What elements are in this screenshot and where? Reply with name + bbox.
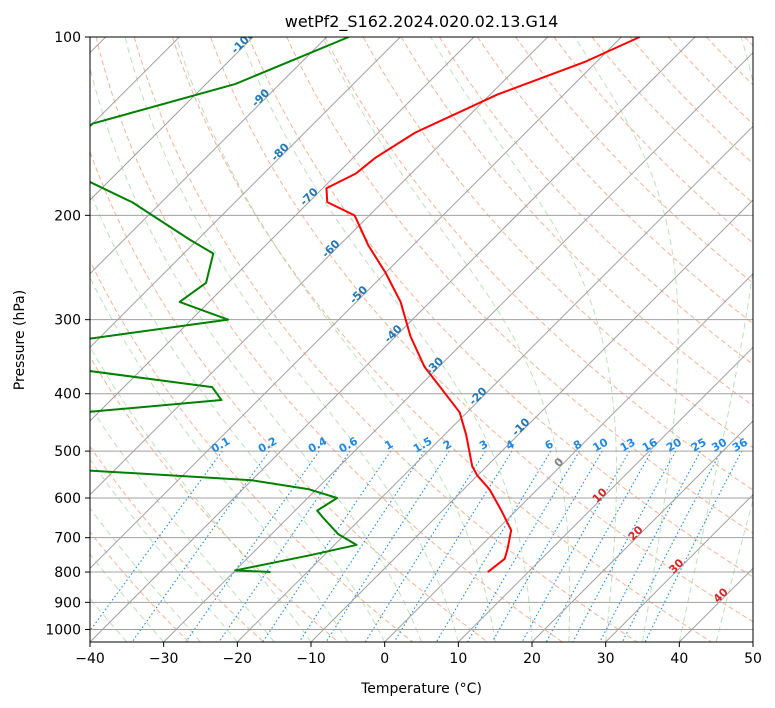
plot-frame bbox=[89, 36, 754, 643]
mixing-ratio-line bbox=[435, 450, 552, 642]
mixing-ratio-line bbox=[131, 450, 270, 642]
mixing-ratio-line bbox=[467, 450, 580, 642]
isotherm-line bbox=[90, 37, 696, 642]
moist-adiabat-line bbox=[715, 498, 753, 642]
temperature-profile-line bbox=[325, 37, 641, 573]
profile-series bbox=[90, 37, 641, 574]
dry-adiabat-line bbox=[90, 356, 339, 642]
isotherm-line bbox=[90, 37, 401, 349]
isotherm-line bbox=[90, 37, 254, 201]
y-tick-label: 300 bbox=[54, 313, 81, 329]
dry-adiabat-line bbox=[400, 37, 753, 407]
y-tick-label: 400 bbox=[54, 387, 81, 403]
dry-adiabat-line bbox=[286, 37, 753, 534]
y-axis-ticks: 100 200 300 400 500 600 700 800 900 1000 bbox=[45, 30, 90, 638]
moist-adiabat-line bbox=[322, 37, 571, 642]
isotherm-line bbox=[90, 37, 549, 496]
x-tick-label: −40 bbox=[75, 651, 105, 667]
isotherm-line bbox=[90, 37, 622, 570]
dry-adiabat-line bbox=[210, 37, 753, 623]
x-tick-label: 0 bbox=[380, 651, 389, 667]
moist-adiabat-line bbox=[90, 66, 422, 642]
x-axis-ticks: −40 −30 −20 −10 0 10 20 30 40 50 bbox=[75, 642, 762, 667]
mixing-ratio-line bbox=[599, 450, 702, 642]
mixing-ratio-line bbox=[621, 450, 722, 642]
isotherm-line bbox=[90, 37, 328, 275]
moist-adiabats bbox=[90, 37, 753, 642]
moist-adiabat-line bbox=[574, 37, 679, 642]
chart-title: wetPf2_S162.2024.020.02.13.G14 bbox=[285, 12, 559, 32]
moist-adiabat-line bbox=[175, 37, 496, 642]
mixing-ratio-line bbox=[572, 450, 677, 642]
isotherm-line bbox=[236, 125, 753, 642]
dry-adiabat-line bbox=[171, 37, 712, 642]
y-axis-label: Pressure (hPa) bbox=[12, 290, 28, 390]
isotherm-line bbox=[457, 346, 753, 642]
isotherm-line bbox=[163, 51, 753, 642]
y-tick-label: 100 bbox=[54, 30, 81, 46]
x-tick-label: −20 bbox=[223, 651, 253, 667]
x-tick-label: 30 bbox=[597, 651, 615, 667]
dry-adiabat-line bbox=[90, 259, 414, 642]
y-tick-label: 1000 bbox=[45, 622, 81, 638]
dry-adiabat-line bbox=[553, 37, 753, 244]
isotherm-line bbox=[310, 199, 753, 642]
mixing-ratio-line bbox=[545, 450, 653, 642]
dry-adiabat-line bbox=[324, 37, 753, 491]
mixing-ratio-line bbox=[491, 450, 603, 642]
moist-adiabat-line bbox=[90, 458, 238, 642]
x-tick-label: 50 bbox=[744, 651, 762, 667]
mixing-ratio-line bbox=[521, 450, 630, 642]
mixing-ratio-line bbox=[185, 450, 320, 642]
x-tick-label: 20 bbox=[523, 651, 541, 667]
dry-adiabat-line bbox=[629, 37, 753, 165]
isotherm-gridlines bbox=[90, 37, 753, 642]
dry-adiabat-line bbox=[248, 37, 753, 578]
isotherm-line bbox=[531, 420, 753, 642]
dry-adiabat-line bbox=[95, 37, 563, 642]
y-tick-label: 200 bbox=[54, 208, 81, 224]
x-tick-label: 40 bbox=[670, 651, 688, 667]
dry-adiabat-line bbox=[439, 37, 753, 366]
isotherm-line bbox=[605, 493, 753, 642]
dry-adiabat-line bbox=[133, 37, 638, 642]
mixing-ratio-line bbox=[364, 450, 486, 642]
moist-adiabat-line bbox=[124, 37, 459, 642]
dewpoint-profile-line bbox=[90, 37, 358, 574]
y-tick-label: 500 bbox=[54, 444, 81, 460]
x-axis-label: Temperature (°C) bbox=[360, 681, 482, 697]
mixing-ratio-line bbox=[218, 450, 351, 642]
isotherm-line bbox=[384, 272, 753, 642]
y-tick-label: 600 bbox=[54, 491, 81, 507]
plot-area: 0.1 0.2 0.4 0.6 1 1.5 2 3 4 6 8 10 13 16 20 25 30 36-100-… bbox=[90, 37, 753, 642]
isotherm-line bbox=[90, 37, 475, 422]
moist-adiabat-line bbox=[678, 37, 753, 642]
dry-adiabat-line bbox=[90, 445, 264, 642]
moist-adiabat-line bbox=[239, 37, 533, 642]
x-tick-label: 10 bbox=[449, 651, 467, 667]
x-tick-label: −30 bbox=[149, 651, 179, 667]
y-tick-label: 700 bbox=[54, 531, 81, 547]
mixing-ratio-line bbox=[393, 450, 513, 642]
mixing-ratio-lines bbox=[90, 450, 743, 642]
moist-adiabat-line bbox=[90, 507, 201, 642]
y-tick-label: 800 bbox=[54, 565, 81, 581]
x-tick-label: −10 bbox=[296, 651, 326, 667]
y-tick-label: 900 bbox=[54, 595, 81, 611]
moist-adiabat-line bbox=[430, 37, 618, 642]
dry-adiabat-line bbox=[515, 37, 753, 284]
isobar-gridlines bbox=[90, 37, 753, 630]
